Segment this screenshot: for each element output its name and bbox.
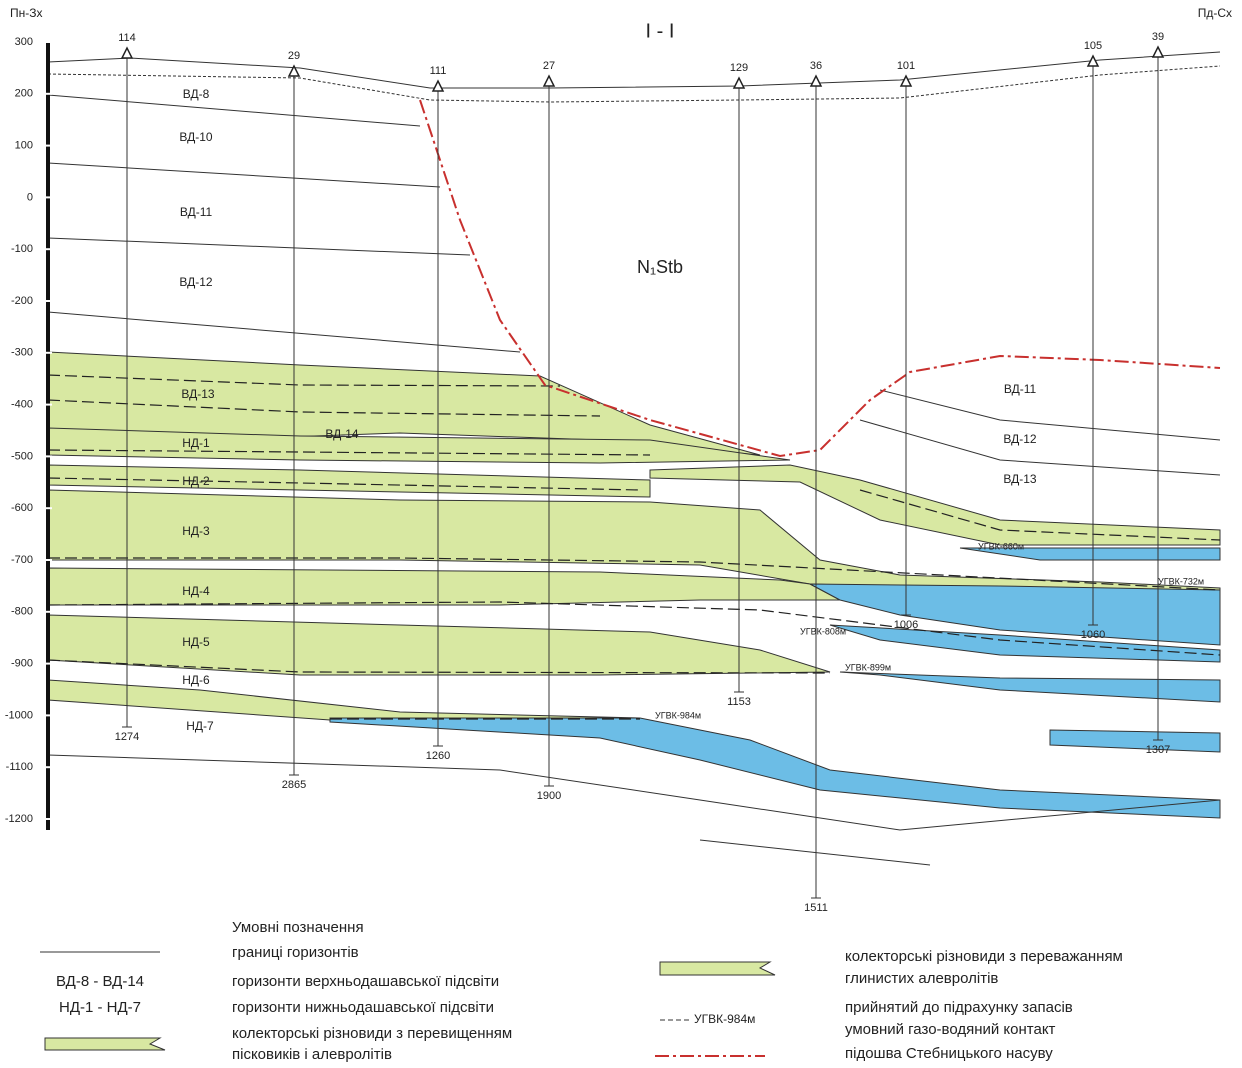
well-number: 27: [543, 60, 555, 72]
horizon-label: НД-2: [182, 474, 210, 488]
well-symbol: [809, 74, 823, 87]
gwc-label: УГВК-899м: [845, 662, 891, 672]
horizon-label: ВД-13: [181, 387, 215, 401]
well-number: 39: [1152, 31, 1164, 43]
well-number: 29: [288, 50, 300, 62]
well-symbol: [120, 46, 134, 59]
horizon-label: ВД-11: [180, 205, 213, 219]
legend-text: НД-1 - НД-7: [59, 999, 141, 1016]
well-depth: 1060: [1081, 629, 1105, 641]
well-number: 101: [897, 60, 915, 72]
horizon-label: ВД-11: [1004, 382, 1037, 396]
well-number: 129: [730, 62, 748, 74]
depth-label: 200: [15, 88, 33, 100]
depth-label: -1000: [5, 709, 33, 721]
legend-text: горизонти верхньодашавської підсвіти: [232, 973, 499, 990]
sand-layers: [47, 351, 1221, 721]
gwc-label: УГВК-984м: [655, 710, 701, 720]
legend-text: УГВК-984м: [694, 1012, 755, 1026]
well-number: 114: [118, 32, 136, 44]
depth-label: -900: [11, 658, 33, 670]
depth-label: -700: [11, 554, 33, 566]
horizon-label: ВД-14: [325, 427, 359, 441]
gwc-label: УГВК-732м: [1158, 576, 1204, 586]
horizon-label: ВД-12: [179, 275, 213, 289]
horizon-label: НД-7: [186, 719, 214, 733]
depth-label: 300: [15, 36, 33, 48]
depth-label: -600: [11, 502, 33, 514]
well-symbol: [431, 79, 445, 92]
depth-label: -100: [11, 243, 33, 255]
well-symbol: [899, 74, 913, 87]
depth-label: -200: [11, 295, 33, 307]
well-depth: 1274: [115, 731, 139, 743]
horizon-label: НД-1: [182, 436, 210, 450]
legend-text: пісковиків і алевролітів: [232, 1046, 392, 1063]
legend-text: границі горизонтів: [232, 944, 359, 961]
well-depth: 1260: [426, 750, 450, 762]
depth-label: -500: [11, 450, 33, 462]
thrust-base: [419, 99, 1221, 458]
legend-text: глинистих алевролітів: [845, 970, 998, 987]
well-depth: 2865: [282, 779, 306, 791]
gwc-label: УГВК-808м: [800, 626, 846, 636]
depth-label: -400: [11, 399, 33, 411]
depth-label: -300: [11, 347, 33, 359]
horizon-boundaries: [47, 51, 1221, 866]
depth-label: -1100: [6, 761, 33, 773]
well-symbol: [732, 76, 746, 89]
legend-text: підошва Стебницького насуву: [845, 1045, 1053, 1062]
well-symbol: [1086, 54, 1100, 67]
gwc-label: УГВК-660м: [978, 541, 1024, 551]
horizon-label: ВД-10: [179, 130, 213, 144]
wells: [120, 45, 1165, 899]
dashed-boundaries: [47, 374, 1221, 720]
legend-text: колекторські різновиди з переважанням: [845, 948, 1123, 965]
horizon-label: ВД-8: [183, 87, 210, 101]
horizon-label: ВД-12: [1003, 432, 1037, 446]
legend-text: прийнятий до підрахунку запасів: [845, 999, 1073, 1016]
gas-layers: [329, 547, 1221, 819]
well-symbol: [1151, 45, 1165, 58]
well-depth: 1153: [727, 696, 751, 708]
section-title: I - I: [646, 20, 675, 42]
legend-text: ВД-8 - ВД-14: [56, 973, 144, 990]
depth-label: -1200: [5, 813, 33, 825]
horizon-label: НД-5: [182, 635, 210, 649]
well-depth: 1006: [894, 619, 918, 631]
well-depth: 1511: [804, 902, 828, 914]
formation-label: N₁Stb: [637, 257, 683, 277]
direction-label: Пн-Зх: [10, 6, 43, 20]
horizon-label: НД-3: [182, 524, 210, 538]
depth-label: 100: [15, 140, 33, 152]
well-number: 111: [430, 65, 447, 77]
legend-text: колекторські різновиди з перевищенням: [232, 1025, 512, 1042]
well-depth: 1900: [537, 790, 561, 802]
well-number: 36: [810, 60, 822, 72]
legend-samples: [40, 951, 776, 1057]
well-symbol: [287, 64, 301, 77]
well-symbol: [542, 74, 556, 87]
depth-label: 0: [27, 191, 33, 203]
legend-text: умовний газо-водяний контакт: [845, 1021, 1056, 1038]
depth-label: -800: [11, 606, 33, 618]
direction-label: Пд-Сх: [1198, 6, 1232, 20]
labels: Пн-Зх Пд-Сх I - I 300 200 100 0 -100 -200 -300 -40…: [5, 6, 1232, 1063]
well-depth: 1307: [1146, 744, 1170, 756]
legend-title: Умовні позначення: [232, 919, 364, 936]
horizon-label: ВД-13: [1003, 472, 1037, 486]
legend-text: горизонти нижньодашавської підсвіти: [232, 999, 494, 1016]
horizon-label: НД-4: [182, 584, 210, 598]
horizon-label: НД-6: [182, 673, 210, 687]
well-number: 105: [1084, 40, 1102, 52]
